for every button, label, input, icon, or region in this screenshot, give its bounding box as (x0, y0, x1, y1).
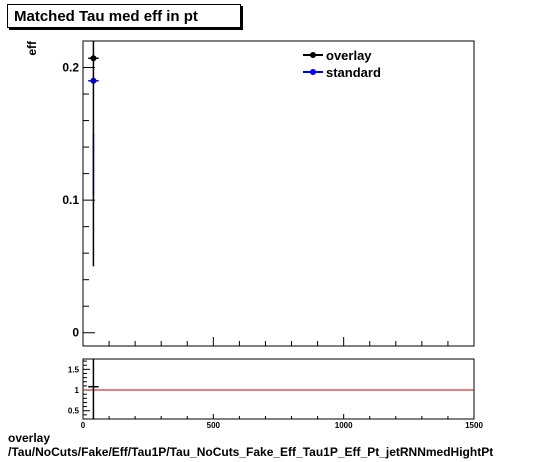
footer-path: /Tau/NoCuts/Fake/Eff/Tau1P/Tau_NoCuts_Fa… (8, 445, 494, 459)
x-tick-label: 1500 (465, 421, 483, 430)
x-tick-label: 500 (207, 421, 221, 430)
y-tick-label: 1.5 (68, 365, 80, 374)
plot-frame (82, 358, 475, 420)
x-tick-label: 0 (81, 421, 86, 430)
y-tick-label: 0.5 (68, 407, 80, 416)
legend-marker (310, 69, 316, 75)
legend-label: standard (326, 65, 381, 80)
x-tick-label: 1000 (335, 421, 353, 430)
y-tick-label: 0.2 (62, 61, 79, 75)
ratio-plot: 0 500 1000 1500 0.5 1 1.5 (68, 358, 483, 430)
main-plot: 0 0.1 0.2 eff overlay standard (25, 40, 475, 347)
footer-label: overlay (8, 431, 51, 445)
y-axis-label: eff (25, 40, 39, 56)
chart-title: Matched Tau med eff in pt (7, 4, 241, 28)
y-tick-label: 0.1 (62, 193, 79, 207)
data-point (90, 55, 97, 62)
legend-marker (310, 52, 316, 58)
plot-frame (82, 40, 475, 347)
y-tick-label: 0 (72, 326, 79, 340)
y-tick-label: 1 (75, 386, 80, 395)
legend-label: overlay (326, 48, 372, 63)
